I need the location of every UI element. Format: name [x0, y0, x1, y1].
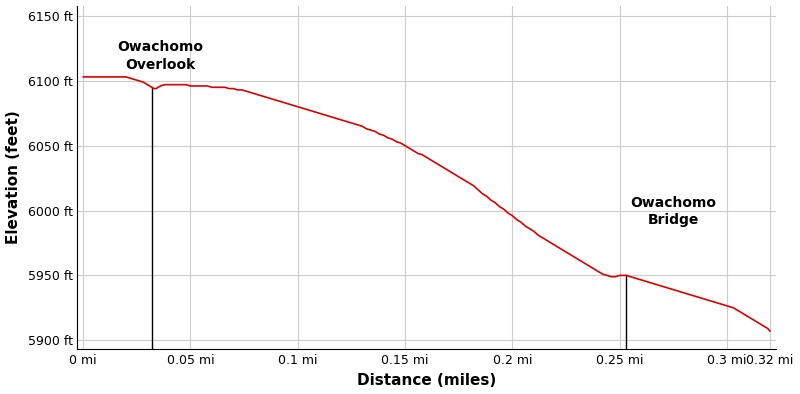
Y-axis label: Elevation (feet): Elevation (feet) — [6, 111, 21, 244]
Text: Owachomo
Overlook: Owachomo Overlook — [118, 41, 203, 72]
Text: Owachomo
Bridge: Owachomo Bridge — [630, 196, 717, 227]
X-axis label: Distance (miles): Distance (miles) — [357, 374, 496, 388]
